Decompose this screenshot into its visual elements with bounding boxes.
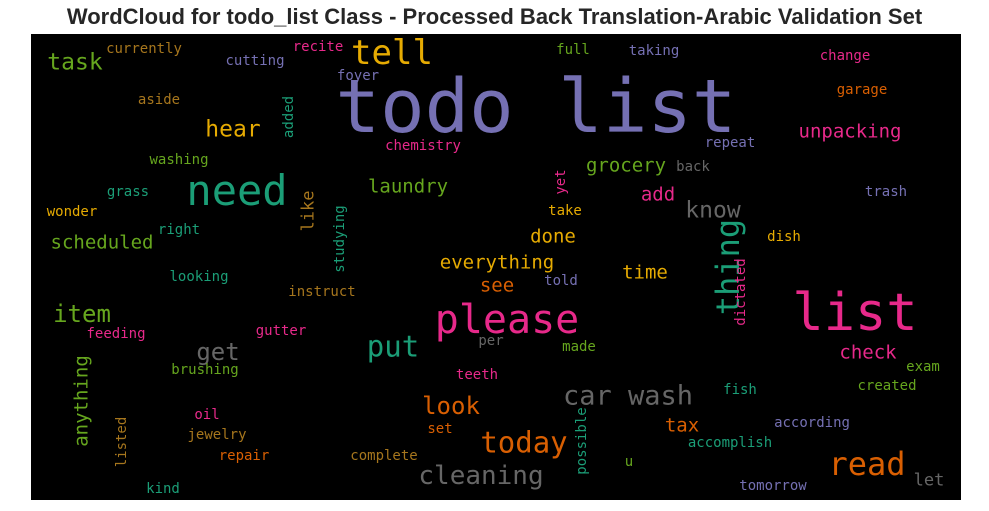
word-know: know xyxy=(685,197,741,224)
word-hear: hear xyxy=(205,116,261,143)
word-laundry: laundry xyxy=(367,175,449,198)
word-back: back xyxy=(676,159,710,175)
word-dish: dish xyxy=(767,229,801,245)
word-listed: listed xyxy=(114,416,130,468)
word-studying: studying xyxy=(332,205,348,273)
word-oil: oil xyxy=(194,407,220,423)
word-time: time xyxy=(622,261,668,284)
word-created: created xyxy=(857,378,917,394)
word-trash: trash xyxy=(864,184,908,200)
word-washing: washing xyxy=(149,152,209,168)
word-unpacking: unpacking xyxy=(798,120,902,143)
word-tell: tell xyxy=(351,34,433,73)
word-repair: repair xyxy=(218,448,270,464)
word-grass: grass xyxy=(106,184,150,200)
word-todo-list: todo list xyxy=(335,64,737,150)
word-yet: yet xyxy=(553,169,569,195)
word-take: take xyxy=(548,203,582,219)
word-repeat: repeat xyxy=(704,135,756,151)
word-gutter: gutter xyxy=(255,323,307,339)
word-exam: exam xyxy=(906,359,940,375)
word-anything: anything xyxy=(70,355,93,447)
word-put: put xyxy=(366,329,420,364)
word-today: today xyxy=(480,425,568,460)
word-done: done xyxy=(530,225,576,248)
word-let: let xyxy=(913,470,945,491)
word-possible: possible xyxy=(574,407,590,475)
chart-title: WordCloud for todo_list Class - Processe… xyxy=(66,4,923,29)
wordcloud-canvas: todo list list please need tell thing read toda… xyxy=(31,34,961,500)
word-please: please xyxy=(434,297,580,343)
word-see: see xyxy=(479,274,515,297)
word-read: read xyxy=(828,445,906,483)
word-fish: fish xyxy=(723,382,757,398)
word-tax: tax xyxy=(664,414,700,437)
word-tomorrow: tomorrow xyxy=(739,478,807,494)
word-per: per xyxy=(478,333,504,349)
word-everything: everything xyxy=(439,251,555,274)
word-made: made xyxy=(562,339,596,355)
word-cutting: cutting xyxy=(225,53,285,69)
word-garage: garage xyxy=(836,82,888,98)
word-scheduled: scheduled xyxy=(50,231,154,254)
word-taking: taking xyxy=(628,43,680,59)
word-told: told xyxy=(544,273,578,289)
word-feeding: feeding xyxy=(86,326,146,342)
word-according: according xyxy=(774,415,850,431)
word-currently: currently xyxy=(106,41,182,57)
word-grocery: grocery xyxy=(585,154,667,177)
word-accomplish: accomplish xyxy=(687,435,773,451)
word-looking: looking xyxy=(169,269,229,285)
word-complete: complete xyxy=(350,448,418,464)
word-kind: kind xyxy=(146,481,180,497)
word-right: right xyxy=(157,222,201,238)
word-brushing: brushing xyxy=(171,362,239,378)
word-foyer: foyer xyxy=(336,68,380,84)
word-item: item xyxy=(53,300,111,328)
word-look: look xyxy=(422,392,480,420)
word-dictated: dictated xyxy=(733,258,749,326)
word-task: task xyxy=(47,49,103,76)
word-set: set xyxy=(427,421,453,437)
word-u: u xyxy=(624,454,634,470)
word-full: full xyxy=(556,42,590,58)
word-aside: aside xyxy=(137,92,181,108)
word-jewelry: jewelry xyxy=(187,427,247,443)
word-car-wash: car wash xyxy=(562,380,694,412)
word-teeth: teeth xyxy=(455,367,499,383)
word-added: added xyxy=(281,95,297,139)
word-recite: recite xyxy=(292,39,344,55)
word-like: like xyxy=(298,190,319,232)
word-check: check xyxy=(839,341,897,364)
word-change: change xyxy=(819,48,871,64)
word-add: add xyxy=(640,183,676,206)
word-wonder: wonder xyxy=(46,204,98,220)
word-instruct: instruct xyxy=(288,284,356,300)
word-get: get xyxy=(196,338,240,366)
word-chemistry: chemistry xyxy=(385,138,461,154)
word-need: need xyxy=(186,166,288,215)
word-list: list xyxy=(792,283,918,343)
word-cleaning: cleaning xyxy=(418,461,544,491)
